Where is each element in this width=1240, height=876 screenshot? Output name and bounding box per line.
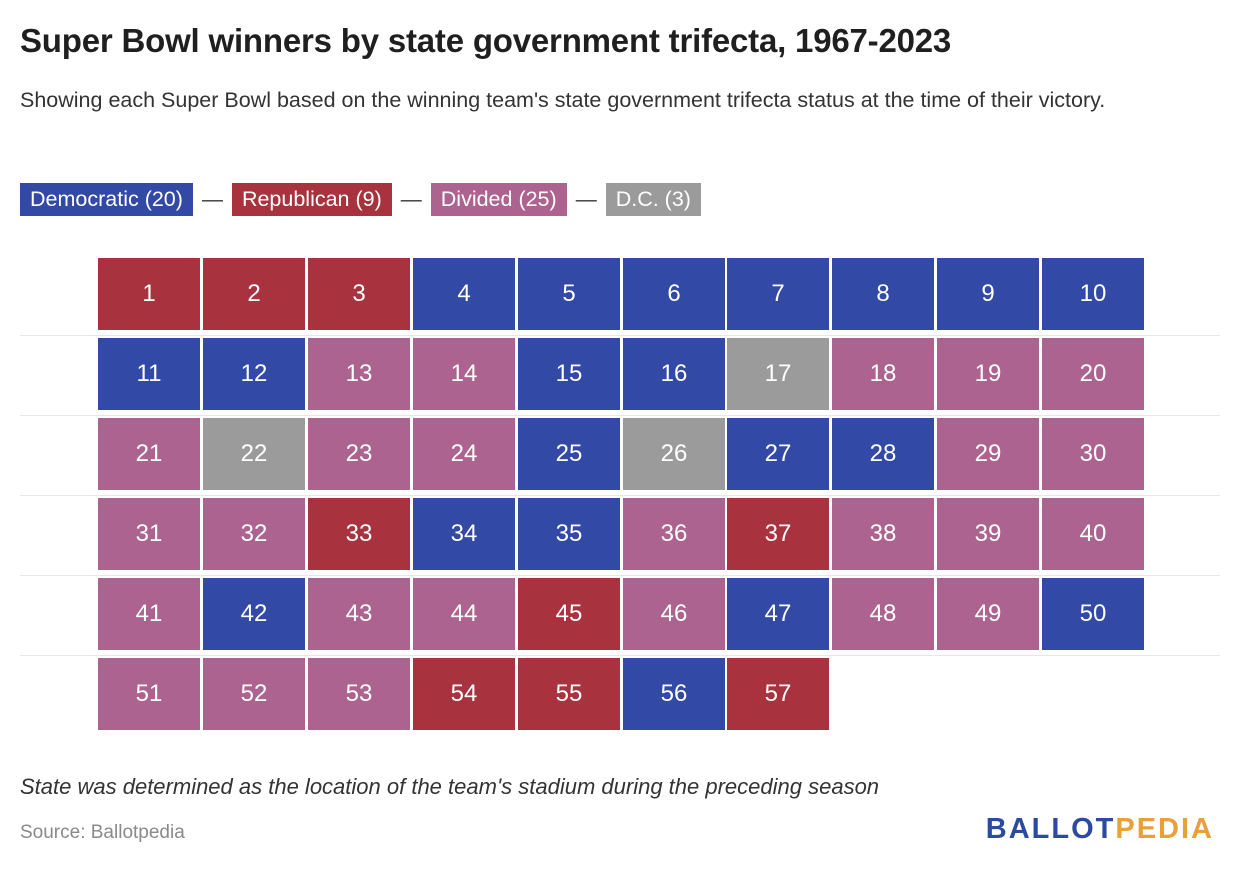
footnote: State was determined as the location of …	[20, 774, 880, 799]
super-bowl-cell: 7	[727, 258, 829, 330]
super-bowl-cell: 43	[308, 578, 410, 650]
legend: Democratic (20) — Republican (9) — Divid…	[20, 183, 701, 216]
row-gridline	[20, 655, 1220, 656]
super-bowl-cell: 57	[727, 658, 829, 730]
super-bowl-cell: 46	[623, 578, 725, 650]
legend-separator: —	[201, 188, 223, 211]
source-text: Source: Ballotpedia	[20, 822, 185, 843]
super-bowl-cell: 42	[203, 578, 305, 650]
super-bowl-cell: 14	[413, 338, 515, 410]
super-bowl-cell: 47	[727, 578, 829, 650]
super-bowl-cell: 52	[203, 658, 305, 730]
super-bowl-cell: 15	[518, 338, 620, 410]
super-bowl-cell: 3	[308, 258, 410, 330]
super-bowl-cell: 39	[937, 498, 1039, 570]
super-bowl-cell: 29	[937, 418, 1039, 490]
super-bowl-cell: 32	[203, 498, 305, 570]
super-bowl-cell: 35	[518, 498, 620, 570]
super-bowl-cell: 36	[623, 498, 725, 570]
super-bowl-cell: 37	[727, 498, 829, 570]
super-bowl-cell: 53	[308, 658, 410, 730]
super-bowl-cell: 49	[937, 578, 1039, 650]
super-bowl-cell: 21	[98, 418, 200, 490]
super-bowl-cell: 45	[518, 578, 620, 650]
super-bowl-cell: 48	[832, 578, 934, 650]
super-bowl-cell: 10	[1042, 258, 1144, 330]
super-bowl-cell: 51	[98, 658, 200, 730]
logo-part-pedia: PEDIA	[1115, 813, 1214, 845]
super-bowl-cell: 55	[518, 658, 620, 730]
legend-separator: —	[575, 188, 597, 211]
super-bowl-cell: 8	[832, 258, 934, 330]
super-bowl-cell: 25	[518, 418, 620, 490]
super-bowl-cell: 44	[413, 578, 515, 650]
chart-title: Super Bowl winners by state government t…	[20, 22, 952, 59]
super-bowl-cell: 9	[937, 258, 1039, 330]
super-bowl-cell: 24	[413, 418, 515, 490]
ballotpedia-logo: BALLOTPEDIA	[986, 813, 1214, 846]
logo-part-ballot: BALLOT	[985, 813, 1116, 845]
super-bowl-cell: 11	[98, 338, 200, 410]
legend-item-republican: Republican (9)	[231, 183, 392, 216]
super-bowl-cell: 1	[98, 258, 200, 330]
super-bowl-cell: 31	[98, 498, 200, 570]
legend-item-democratic: Democratic (20)	[20, 183, 193, 216]
super-bowl-cell: 4	[413, 258, 515, 330]
legend-separator: —	[400, 188, 422, 211]
super-bowl-cell: 26	[623, 418, 725, 490]
super-bowl-cell: 38	[832, 498, 934, 570]
super-bowl-cell: 20	[1042, 338, 1144, 410]
super-bowl-cell: 54	[413, 658, 515, 730]
chart-subtitle: Showing each Super Bowl based on the win…	[20, 88, 1106, 112]
super-bowl-cell: 16	[623, 338, 725, 410]
super-bowl-cell: 34	[413, 498, 515, 570]
super-bowl-cell: 27	[727, 418, 829, 490]
super-bowl-cell: 2	[203, 258, 305, 330]
super-bowl-cell: 41	[98, 578, 200, 650]
super-bowl-cell: 12	[203, 338, 305, 410]
super-bowl-cell: 30	[1042, 418, 1144, 490]
super-bowl-cell: 6	[623, 258, 725, 330]
row-gridline	[20, 575, 1220, 576]
super-bowl-cell: 56	[623, 658, 725, 730]
super-bowl-cell: 23	[308, 418, 410, 490]
row-gridline	[20, 495, 1220, 496]
super-bowl-cell: 22	[203, 418, 305, 490]
super-bowl-cell: 28	[832, 418, 934, 490]
row-gridline	[20, 415, 1220, 416]
super-bowl-cell: 5	[518, 258, 620, 330]
super-bowl-cell: 18	[832, 338, 934, 410]
legend-item-divided: Divided (25)	[430, 183, 567, 216]
super-bowl-cell: 17	[727, 338, 829, 410]
super-bowl-cell: 19	[937, 338, 1039, 410]
row-gridline	[20, 335, 1220, 336]
super-bowl-cell: 40	[1042, 498, 1144, 570]
super-bowl-cell: 33	[308, 498, 410, 570]
legend-item-dc: D.C. (3)	[605, 183, 701, 216]
super-bowl-cell: 13	[308, 338, 410, 410]
super-bowl-cell: 50	[1042, 578, 1144, 650]
